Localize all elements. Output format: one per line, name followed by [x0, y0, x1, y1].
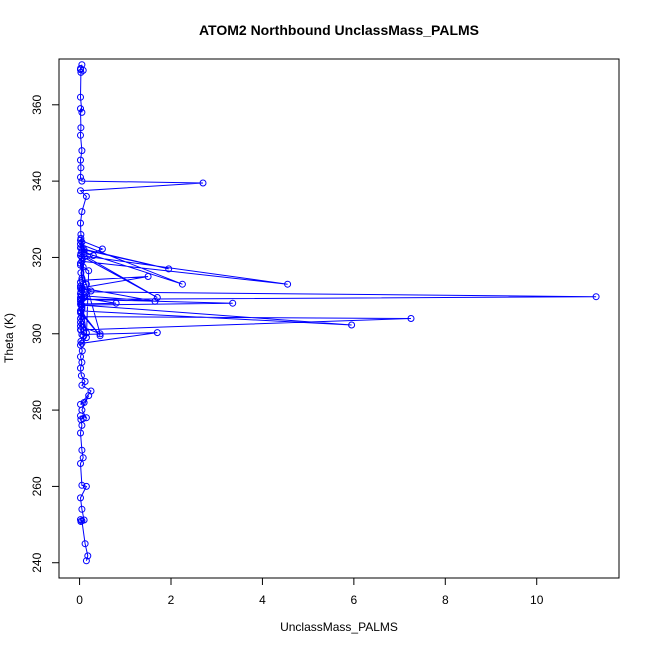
x-tick-label: 0	[76, 593, 83, 607]
data-point	[153, 294, 161, 301]
data-point	[82, 482, 90, 490]
data-point	[80, 250, 88, 258]
data-point	[78, 331, 86, 338]
data-point	[77, 372, 85, 380]
data-point	[78, 339, 86, 347]
data-point	[82, 557, 90, 565]
y-tick-label: 260	[30, 476, 44, 496]
data-point	[165, 265, 173, 273]
data-point	[77, 131, 84, 139]
data-point	[151, 297, 159, 305]
data-point	[77, 269, 85, 277]
data-point	[78, 295, 86, 303]
data-point	[89, 252, 97, 259]
data-point	[77, 219, 84, 227]
data-point	[84, 552, 92, 560]
data-point	[77, 341, 84, 349]
data-point	[81, 378, 89, 385]
data-point	[82, 329, 90, 337]
data-point	[77, 187, 84, 195]
data-point	[77, 288, 85, 296]
data-point	[112, 299, 120, 307]
data-point	[98, 245, 106, 253]
data-point	[78, 446, 86, 454]
data-point	[77, 68, 85, 76]
data-point	[81, 540, 89, 548]
data-point	[77, 460, 84, 467]
data-point	[77, 322, 84, 330]
data-point	[229, 299, 237, 307]
data-point	[77, 66, 84, 74]
data-point	[87, 287, 95, 295]
data-point	[77, 156, 84, 164]
data-point	[592, 293, 600, 301]
data-point	[80, 399, 88, 406]
data-point	[407, 315, 415, 322]
data-point	[77, 309, 84, 317]
data-point	[284, 280, 292, 288]
data-point	[77, 173, 84, 181]
data-point	[82, 192, 90, 200]
y-tick-label: 340	[30, 171, 44, 191]
data-point	[77, 326, 85, 334]
data-point	[78, 108, 86, 116]
data-point	[80, 294, 88, 301]
data-point	[77, 124, 85, 132]
y-tick-label: 280	[30, 400, 44, 420]
data-point	[77, 231, 85, 238]
y-axis-label: Theta (K)	[2, 313, 16, 363]
data-point	[153, 329, 161, 337]
data-point	[178, 280, 186, 288]
data-point	[78, 208, 86, 216]
chart-title: ATOM2 Northbound UnclassMass_PALMS	[199, 22, 479, 38]
data-point	[77, 259, 84, 267]
data-point	[82, 414, 90, 422]
x-tick-label: 2	[168, 593, 175, 607]
y-tick-label: 320	[30, 247, 44, 267]
y-tick-label: 240	[30, 552, 44, 572]
data-point	[77, 429, 84, 437]
x-axis-label: UnclassMass_PALMS	[280, 620, 398, 634]
data-point	[78, 481, 86, 489]
data-point	[78, 257, 86, 265]
data-point	[77, 400, 84, 408]
data-point	[77, 164, 85, 172]
x-tick-label: 4	[259, 593, 266, 607]
x-tick-label: 10	[530, 593, 544, 607]
data-point	[144, 273, 152, 280]
data-point	[80, 516, 88, 524]
data-point	[78, 505, 86, 513]
x-tick-label: 8	[442, 593, 449, 607]
data-point	[77, 518, 85, 525]
data-point	[78, 147, 86, 155]
data-point	[78, 177, 86, 185]
data-point	[85, 267, 93, 275]
x-tick-label: 6	[351, 593, 358, 607]
data-point	[77, 494, 84, 502]
data-point	[87, 387, 95, 395]
data-point	[78, 61, 86, 69]
data-point	[348, 321, 356, 329]
y-axis: 240 260 280 300 320 340 360	[30, 94, 60, 573]
data-point	[96, 332, 104, 340]
data-point	[82, 280, 90, 288]
series-line	[79, 64, 597, 561]
data-point	[77, 105, 84, 113]
data-point	[79, 454, 87, 462]
x-axis: 0 2 4 6 8 10	[76, 577, 544, 607]
data-point	[77, 284, 84, 292]
data-point	[78, 305, 86, 313]
y-tick-label: 360	[30, 94, 44, 114]
y-tick-label: 300	[30, 323, 44, 343]
data-point	[78, 276, 86, 284]
data-point	[77, 93, 84, 101]
data-point	[96, 330, 104, 338]
data-point	[199, 179, 207, 187]
series-layer	[77, 61, 600, 565]
data-point	[77, 261, 84, 269]
